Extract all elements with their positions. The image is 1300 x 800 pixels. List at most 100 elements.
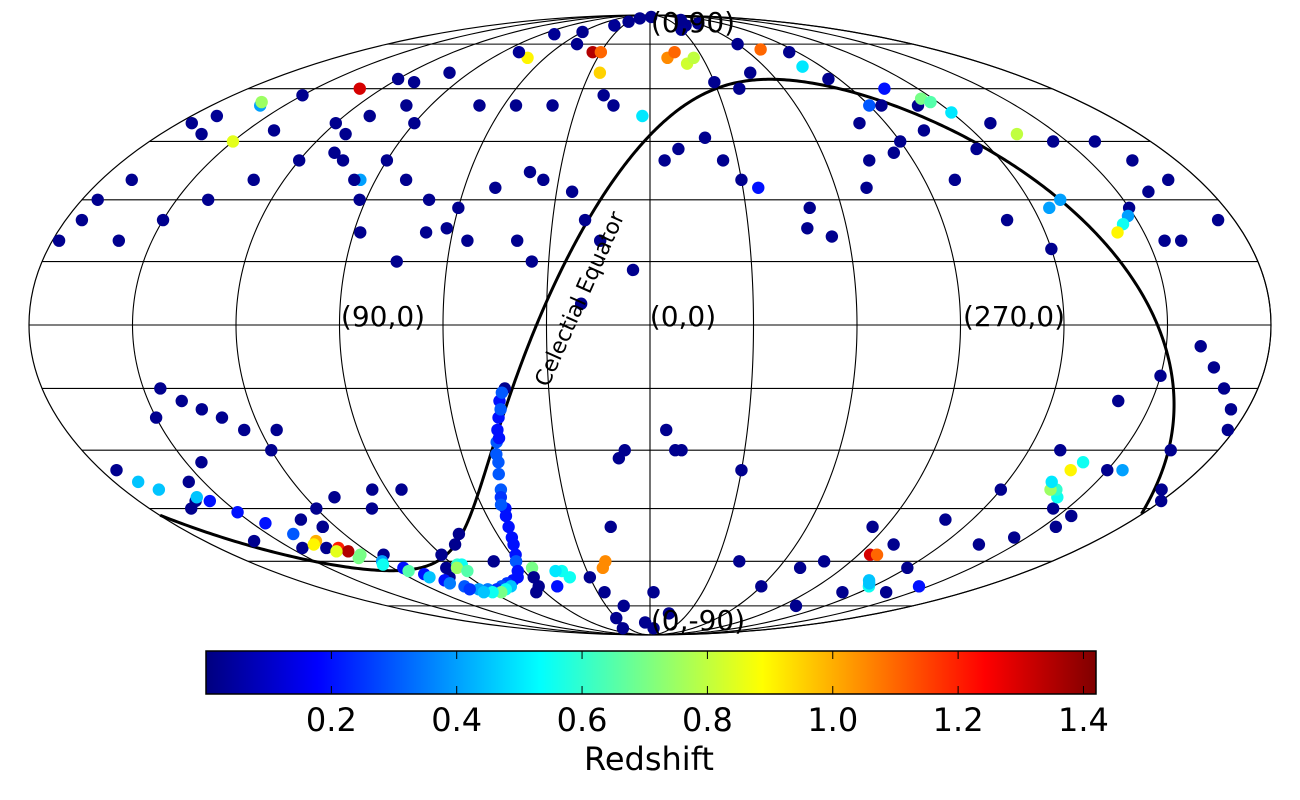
data-point <box>154 382 167 395</box>
data-point <box>610 611 623 625</box>
data-point <box>492 467 505 481</box>
data-point <box>1155 483 1168 496</box>
data-point <box>687 51 700 65</box>
data-point <box>75 213 89 227</box>
data-point <box>1211 213 1225 227</box>
data-point <box>887 538 900 551</box>
label-l270: (270,0) <box>963 300 1065 333</box>
data-point <box>452 527 466 541</box>
data-point <box>744 66 757 79</box>
data-point <box>391 72 405 86</box>
data-point <box>195 403 209 416</box>
data-point <box>110 463 123 477</box>
data-point <box>633 12 647 25</box>
data-point <box>328 146 341 159</box>
data-point <box>549 564 562 578</box>
colorbar-tick-label: 1.2 <box>933 701 984 739</box>
colorbar-tick-label: 0.8 <box>682 701 733 739</box>
data-point <box>862 574 876 587</box>
data-point <box>617 599 630 613</box>
data-point <box>353 193 366 206</box>
data-point <box>597 89 610 102</box>
data-point <box>365 502 379 515</box>
data-point <box>863 99 876 112</box>
data-point <box>407 75 421 89</box>
data-point <box>674 13 687 27</box>
data-point <box>231 506 244 519</box>
data-point <box>860 181 873 194</box>
data-point <box>307 538 320 551</box>
data-point <box>887 146 901 159</box>
data-point <box>443 577 457 590</box>
data-point <box>490 448 503 461</box>
data-point <box>477 585 491 599</box>
data-point <box>423 571 436 584</box>
data-point <box>265 444 278 457</box>
data-point <box>296 541 309 555</box>
data-point <box>853 116 866 130</box>
data-point <box>492 431 506 445</box>
data-point <box>419 226 433 239</box>
data-point <box>546 99 559 112</box>
data-point <box>752 181 765 194</box>
colorbar: 0.2 0.4 0.6 0.8 1.0 1.2 1.4 Redshift <box>205 650 1109 778</box>
data-point <box>733 555 746 568</box>
data-point <box>1045 475 1058 489</box>
data-point <box>537 173 550 187</box>
data-point <box>461 564 474 578</box>
data-point <box>450 561 464 575</box>
data-point <box>399 173 413 187</box>
data-point <box>817 555 831 568</box>
data-point <box>320 541 333 555</box>
data-point <box>473 99 486 112</box>
data-point <box>735 463 748 477</box>
data-point <box>1224 403 1238 416</box>
data-point <box>1046 135 1060 148</box>
data-point <box>435 548 448 561</box>
data-point <box>692 17 705 30</box>
data-point <box>879 585 893 599</box>
data-point <box>866 520 879 534</box>
data-point <box>156 213 170 227</box>
data-point <box>894 135 907 148</box>
data-point <box>1054 444 1067 457</box>
data-point <box>662 607 676 620</box>
colorbar-tick-label: 1.0 <box>807 701 858 739</box>
data-point <box>1154 494 1168 508</box>
data-point <box>1158 234 1171 247</box>
data-point <box>970 142 983 156</box>
data-point <box>708 75 721 89</box>
graticule-grid <box>28 14 1272 636</box>
data-point <box>255 95 268 109</box>
data-point <box>1217 382 1231 395</box>
data-point <box>647 585 660 599</box>
data-point <box>803 201 816 215</box>
colorbar-tick-label: 1.4 <box>1058 701 1109 739</box>
data-point <box>878 82 891 95</box>
data-point <box>716 154 730 167</box>
data-point <box>594 45 608 59</box>
data-point <box>270 423 283 437</box>
data-point <box>914 92 928 105</box>
label-south-pole: (0,-90) <box>651 604 745 637</box>
data-point <box>1221 423 1235 437</box>
data-point <box>489 181 502 194</box>
data-point <box>328 491 341 504</box>
data-point <box>185 502 198 515</box>
data-point <box>917 124 931 137</box>
data-point <box>948 173 962 187</box>
data-point <box>390 255 403 268</box>
data-point <box>152 483 166 496</box>
data-point <box>599 555 612 568</box>
colorbar-tick-label: 0.4 <box>431 701 482 739</box>
data-point <box>755 580 768 593</box>
data-point <box>1174 234 1188 247</box>
data-point <box>408 116 421 130</box>
data-point <box>502 520 515 534</box>
data-point <box>626 263 640 277</box>
data-point <box>342 545 355 558</box>
data-point <box>548 28 561 41</box>
data-point <box>574 297 588 310</box>
data-point <box>494 403 507 416</box>
data-point <box>292 154 306 167</box>
